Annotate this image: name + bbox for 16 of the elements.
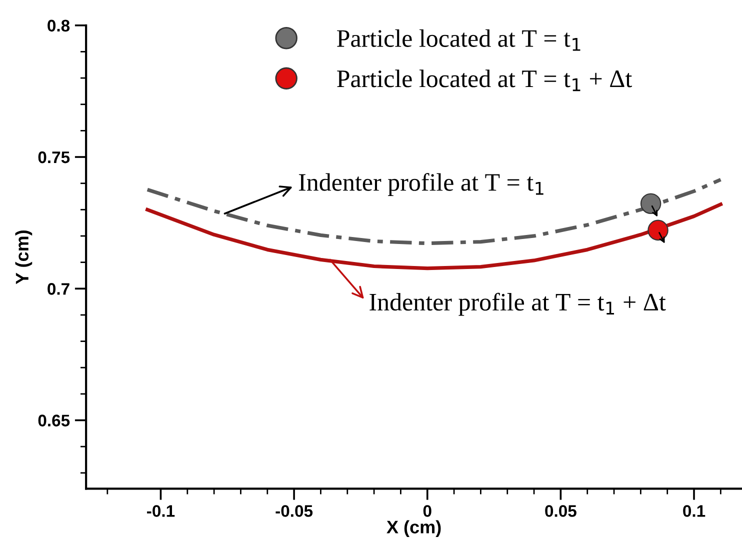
- legend-label: Particle located at T = t$_{1}$ + Δt: [337, 70, 632, 92]
- x-tick-label: 0.05: [545, 505, 576, 517]
- x-tick-label: 0.1: [683, 505, 706, 517]
- line-series: [146, 202, 722, 270]
- x-tick-label: -0.05: [276, 505, 313, 517]
- x-tick-label: 0: [423, 505, 432, 517]
- y-axis-title: Y (cm): [15, 230, 32, 284]
- y-tick-label: 0.75: [38, 151, 70, 164]
- y-tick-label: 0.65: [38, 414, 70, 426]
- annotation: Indenter profile at T = t$_{1}$ + Δt: [370, 292, 666, 316]
- x-tick-label: -0.1: [147, 505, 175, 517]
- y-tick-label: 0.8: [48, 20, 70, 32]
- y-tick-label: 0.7: [48, 283, 70, 295]
- legend-label: Particle located at T = t$_{1}$: [337, 29, 580, 51]
- annotation: Indenter profile at T = t$_{1}$: [298, 173, 544, 196]
- x-axis-title: X (cm): [386, 520, 441, 538]
